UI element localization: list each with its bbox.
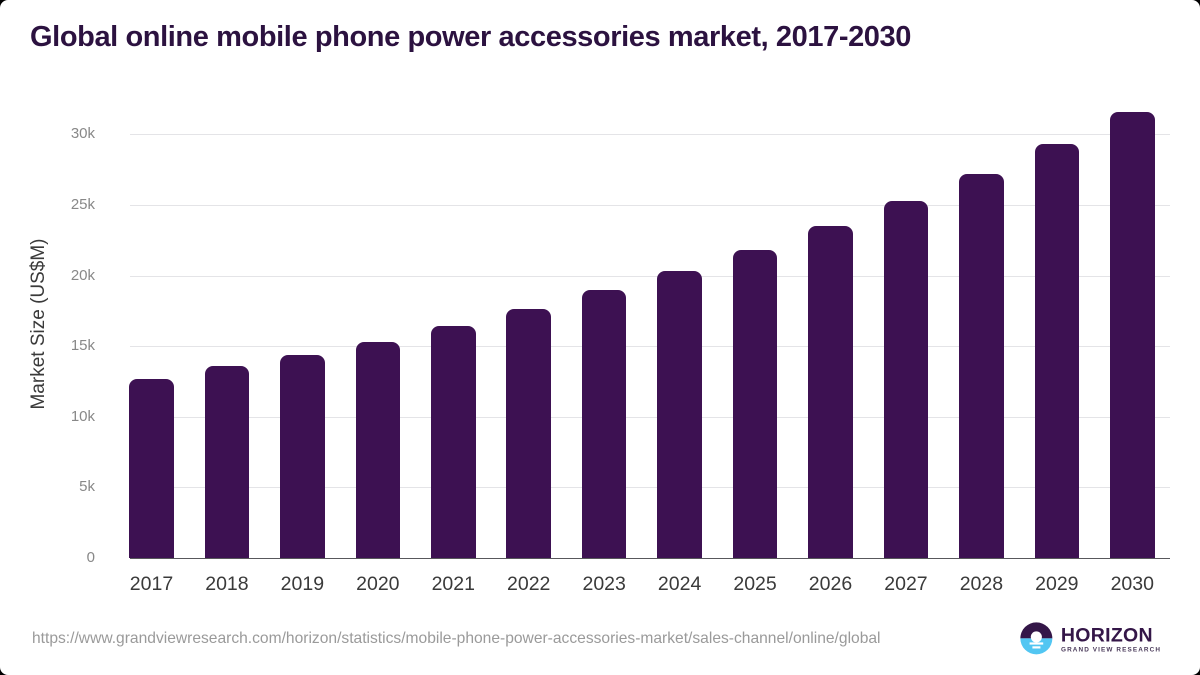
svg-text:HORIZON: HORIZON bbox=[1061, 625, 1153, 647]
svg-text:GRAND VIEW RESEARCH: GRAND VIEW RESEARCH bbox=[1061, 647, 1161, 654]
